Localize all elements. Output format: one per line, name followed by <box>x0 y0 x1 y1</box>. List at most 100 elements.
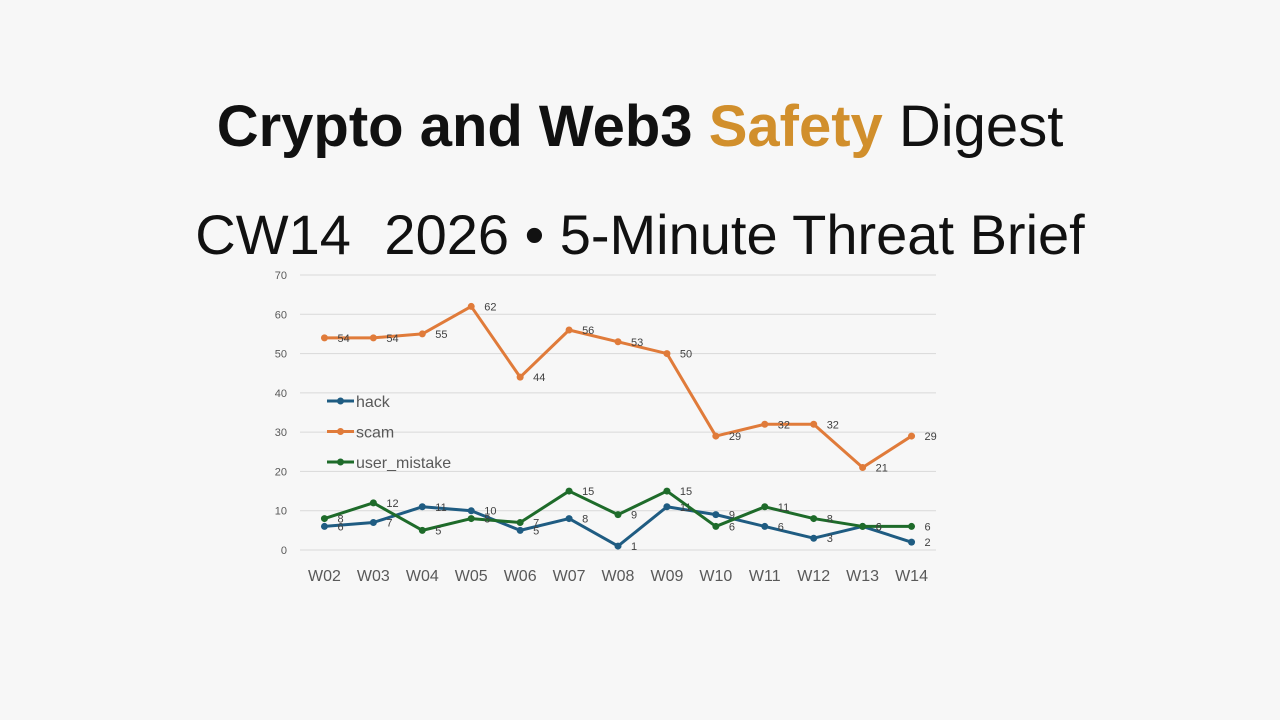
data-label-hack: 2 <box>925 537 931 549</box>
data-label-scam: 56 <box>582 325 594 337</box>
data-point-scam <box>859 464 867 471</box>
data-point-user_mistake <box>614 511 622 519</box>
data-label-user_mistake: 15 <box>680 486 692 498</box>
x-tick-label: W06 <box>504 568 537 585</box>
legend-label-user_mistake: user_mistake <box>356 455 451 472</box>
x-tick-label: W13 <box>846 568 879 585</box>
data-label-hack: 3 <box>827 533 833 545</box>
data-label-hack: 11 <box>680 502 691 514</box>
y-tick-label: 60 <box>275 309 287 321</box>
data-point-hack <box>320 522 328 530</box>
data-label-hack: 6 <box>778 521 784 533</box>
data-label-scam: 44 <box>533 372 545 384</box>
data-point-user_mistake <box>320 515 328 523</box>
y-tick-label: 70 <box>275 270 287 282</box>
data-label-hack: 5 <box>533 525 539 537</box>
data-label-scam: 55 <box>435 329 447 341</box>
data-point-scam <box>712 432 720 440</box>
data-point-hack <box>810 534 818 542</box>
data-point-scam <box>565 326 573 334</box>
x-tick-label: W03 <box>357 568 390 585</box>
y-tick-label: 40 <box>275 388 287 400</box>
legend-label-scam: scam <box>356 425 394 442</box>
y-tick-label: 0 <box>281 545 287 557</box>
data-label-user_mistake: 12 <box>386 498 398 510</box>
data-point-scam <box>320 334 328 342</box>
x-tick-label: W14 <box>895 568 928 585</box>
data-label-hack: 11 <box>435 502 446 514</box>
data-point-user_mistake <box>516 519 524 526</box>
data-point-hack <box>712 511 720 519</box>
data-point-hack <box>516 526 524 534</box>
data-point-scam <box>418 330 426 338</box>
x-tick-label: W09 <box>650 568 683 585</box>
data-label-hack: 7 <box>386 518 392 530</box>
data-label-hack: 1 <box>631 541 637 553</box>
y-tick-label: 50 <box>275 349 287 361</box>
page-subtitle: CW14 2026 • 5-Minute Threat Brief <box>0 200 1280 270</box>
data-point-scam <box>614 338 622 346</box>
x-tick-label: W04 <box>406 568 439 585</box>
data-label-user_mistake: 7 <box>533 518 539 530</box>
data-label-user_mistake: 5 <box>435 525 441 537</box>
data-point-user_mistake <box>418 526 426 534</box>
data-label-user_mistake: 8 <box>827 514 833 526</box>
title-accent: Safety <box>708 94 883 159</box>
subtitle-bullet: • <box>524 203 545 266</box>
legend-marker-user_mistake <box>337 458 344 466</box>
y-tick-label: 20 <box>275 466 287 478</box>
y-tick-label: 30 <box>275 427 287 439</box>
series-line-scam <box>324 304 913 469</box>
data-label-scam: 21 <box>876 463 888 475</box>
data-label-scam: 53 <box>631 337 643 349</box>
data-label-scam: 29 <box>729 431 741 443</box>
title-part2: Digest <box>898 94 1064 159</box>
data-point-user_mistake <box>369 499 377 507</box>
data-label-scam: 54 <box>337 333 349 345</box>
data-point-scam <box>516 373 524 381</box>
x-tick-label: W08 <box>602 568 635 585</box>
data-point-hack <box>663 503 671 511</box>
data-label-hack: 10 <box>484 506 496 518</box>
data-point-user_mistake <box>908 522 916 530</box>
data-point-hack <box>369 519 377 526</box>
x-tick-label: W11 <box>749 568 781 585</box>
data-point-user_mistake <box>859 522 867 530</box>
data-point-user_mistake <box>467 515 475 523</box>
x-tick-label: W12 <box>797 568 830 585</box>
data-label-scam: 32 <box>827 419 839 431</box>
data-label-hack: 6 <box>337 521 343 533</box>
subtitle-year: 2026 <box>384 203 509 266</box>
x-tick-label: W02 <box>308 568 341 585</box>
data-label-user_mistake: 9 <box>631 510 637 522</box>
legend-marker-scam <box>337 428 344 435</box>
data-label-scam: 32 <box>778 419 790 431</box>
data-point-scam <box>369 334 377 342</box>
data-point-hack <box>418 503 426 511</box>
data-point-hack <box>565 515 573 523</box>
data-point-user_mistake <box>810 515 818 523</box>
legend-marker-hack <box>337 397 344 405</box>
data-point-hack <box>908 538 916 546</box>
data-point-hack <box>467 507 475 515</box>
page-title: Crypto and Web3 Safety Digest <box>0 92 1280 162</box>
y-tick-label: 10 <box>275 506 287 518</box>
data-label-user_mistake: 8 <box>484 514 490 526</box>
data-label-user_mistake: 6 <box>729 521 735 533</box>
data-label-user_mistake: 8 <box>337 514 343 526</box>
data-point-hack <box>614 542 622 550</box>
data-point-scam <box>908 432 916 440</box>
data-point-hack <box>761 522 769 530</box>
data-point-user_mistake <box>663 487 671 495</box>
subtitle-rest: 5-Minute Threat Brief <box>559 203 1085 266</box>
subtitle-week: CW14 <box>195 203 351 266</box>
data-point-scam <box>663 350 671 358</box>
data-label-scam: 54 <box>386 333 398 345</box>
data-label-hack: 9 <box>729 510 735 522</box>
title-part1: Crypto and Web3 <box>216 94 693 159</box>
x-tick-label: W07 <box>553 568 586 585</box>
x-tick-label: W10 <box>699 568 732 585</box>
data-label-scam: 50 <box>680 349 692 361</box>
x-tick-label: W05 <box>455 568 488 585</box>
